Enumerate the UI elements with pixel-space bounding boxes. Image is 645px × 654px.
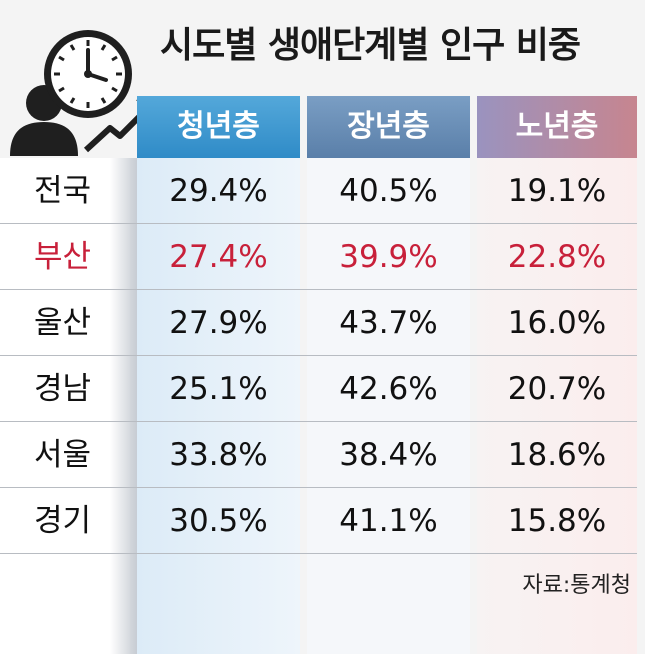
- prime-age-value: 40.5%: [339, 173, 438, 209]
- region-column-bg: [0, 158, 130, 654]
- table-row-busan: 부산 27.4% 39.9% 22.8%: [0, 224, 645, 290]
- prime-age-value: 41.1%: [339, 503, 438, 539]
- region-label: 부산: [34, 239, 92, 275]
- prime-age-value: 43.7%: [339, 305, 438, 341]
- prime-age-value: 42.6%: [339, 371, 438, 407]
- table-row-gyeongnam: 경남 25.1% 42.6% 20.7%: [0, 356, 645, 422]
- row-divider: [0, 487, 637, 488]
- row-divider: [0, 355, 637, 356]
- senior-value: 19.1%: [507, 173, 607, 209]
- table-row-gyeonggi: 경기 30.5% 41.1% 15.8%: [0, 488, 645, 554]
- row-divider: [0, 421, 637, 422]
- prime-age-value: 38.4%: [339, 437, 438, 473]
- region-column-shade: [110, 158, 137, 654]
- senior-value: 16.0%: [507, 305, 607, 341]
- header-row: 청년층 장년층 노년층: [0, 96, 645, 158]
- prime-age-value: 39.9%: [339, 239, 438, 275]
- senior-value: 22.8%: [507, 239, 607, 275]
- header-youth: 청년층: [137, 96, 300, 158]
- prime-column-bg: [307, 158, 470, 654]
- senior-value: 20.7%: [507, 371, 607, 407]
- source-credit: 자료:통계청: [522, 573, 631, 598]
- youth-value: 29.4%: [169, 173, 268, 209]
- page-title: 시도별 생애단계별 인구 비중: [160, 25, 581, 66]
- youth-value: 30.5%: [169, 503, 268, 539]
- senior-column-bg: [477, 158, 637, 654]
- row-divider: [0, 289, 637, 290]
- region-label: 서울: [34, 437, 92, 473]
- row-divider: [0, 223, 637, 224]
- senior-value: 15.8%: [507, 503, 607, 539]
- region-label: 울산: [34, 305, 92, 341]
- table-row-national: 전국 29.4% 40.5% 19.1%: [0, 158, 645, 224]
- row-divider: [0, 553, 637, 554]
- region-label: 전국: [34, 173, 92, 209]
- youth-value: 25.1%: [169, 371, 268, 407]
- header-prime-age: 장년층: [307, 96, 470, 158]
- infographic: 시도별 생애단계별 인구 비중 청년층 장년층 노년층 전국 29.4% 40.…: [0, 25, 645, 654]
- table-row-seoul: 서울 33.8% 38.4% 18.6%: [0, 422, 645, 488]
- region-label: 경남: [34, 371, 92, 407]
- youth-column-bg: [137, 158, 300, 654]
- youth-value: 33.8%: [169, 437, 268, 473]
- region-label: 경기: [34, 503, 92, 539]
- youth-value: 27.4%: [169, 239, 268, 275]
- senior-value: 18.6%: [507, 437, 607, 473]
- youth-value: 27.9%: [169, 305, 268, 341]
- header-senior: 노년층: [477, 96, 637, 158]
- table-row-ulsan: 울산 27.9% 43.7% 16.0%: [0, 290, 645, 356]
